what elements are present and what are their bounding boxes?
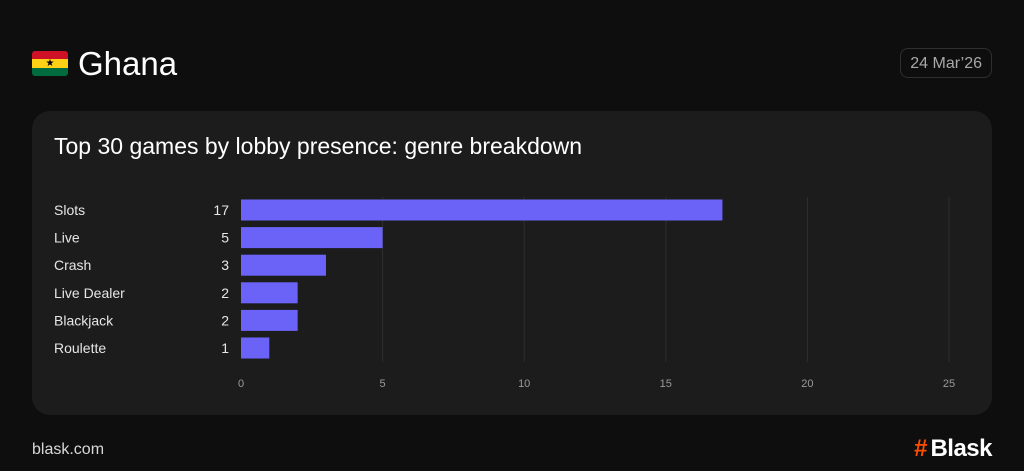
ghana-flag-icon: ★ bbox=[32, 51, 68, 76]
brand-hash-icon: # bbox=[914, 435, 928, 462]
category-label: Slots bbox=[54, 202, 85, 218]
flag-stripe-red bbox=[32, 51, 68, 60]
brand-logo: # Blask bbox=[914, 436, 992, 462]
x-tick-label: 0 bbox=[238, 378, 244, 390]
flag-star-icon: ★ bbox=[45, 58, 55, 69]
bar bbox=[241, 282, 298, 304]
x-tick-label: 10 bbox=[518, 378, 530, 390]
bar bbox=[241, 254, 326, 276]
chart-title: Top 30 games by lobby presence: genre br… bbox=[54, 133, 583, 159]
flag-stripe-yellow bbox=[32, 59, 68, 68]
bar-chart: 0 5 10 15 20 25 Slots 17 Live 5 Crash 3 Live Dealer 2… bbox=[54, 197, 955, 390]
x-tick-label: 5 bbox=[380, 378, 386, 390]
bar bbox=[241, 227, 383, 249]
value-label: 5 bbox=[221, 230, 229, 246]
bar bbox=[241, 309, 298, 331]
x-tick-label: 20 bbox=[801, 378, 813, 390]
brand-name: Blask bbox=[930, 435, 992, 462]
x-tick-label: 25 bbox=[943, 378, 955, 390]
category-label: Crash bbox=[54, 257, 91, 273]
value-label: 1 bbox=[221, 340, 229, 356]
chart-card: 0 5 10 15 20 25 Slots 17 Live 5 Crash 3 Live Dealer 2… bbox=[32, 111, 992, 415]
footer-site-link[interactable]: blask.com bbox=[32, 441, 105, 458]
page-header: ★ Ghana 24 Mar’26 bbox=[32, 44, 992, 84]
flag-stripe-green bbox=[32, 67, 68, 76]
category-label: Live bbox=[54, 230, 80, 246]
category-label: Live Dealer bbox=[54, 285, 125, 301]
bar bbox=[241, 337, 270, 359]
category-label: Blackjack bbox=[54, 312, 114, 328]
value-label: 2 bbox=[221, 312, 229, 328]
category-label: Roulette bbox=[54, 340, 106, 356]
bar bbox=[241, 199, 723, 221]
value-label: 3 bbox=[221, 257, 229, 273]
value-label: 2 bbox=[221, 285, 229, 301]
x-tick-label: 15 bbox=[660, 378, 672, 390]
value-label: 17 bbox=[213, 202, 229, 218]
date-badge: 24 Mar’26 bbox=[900, 48, 992, 78]
country-name: Ghana bbox=[78, 45, 178, 82]
